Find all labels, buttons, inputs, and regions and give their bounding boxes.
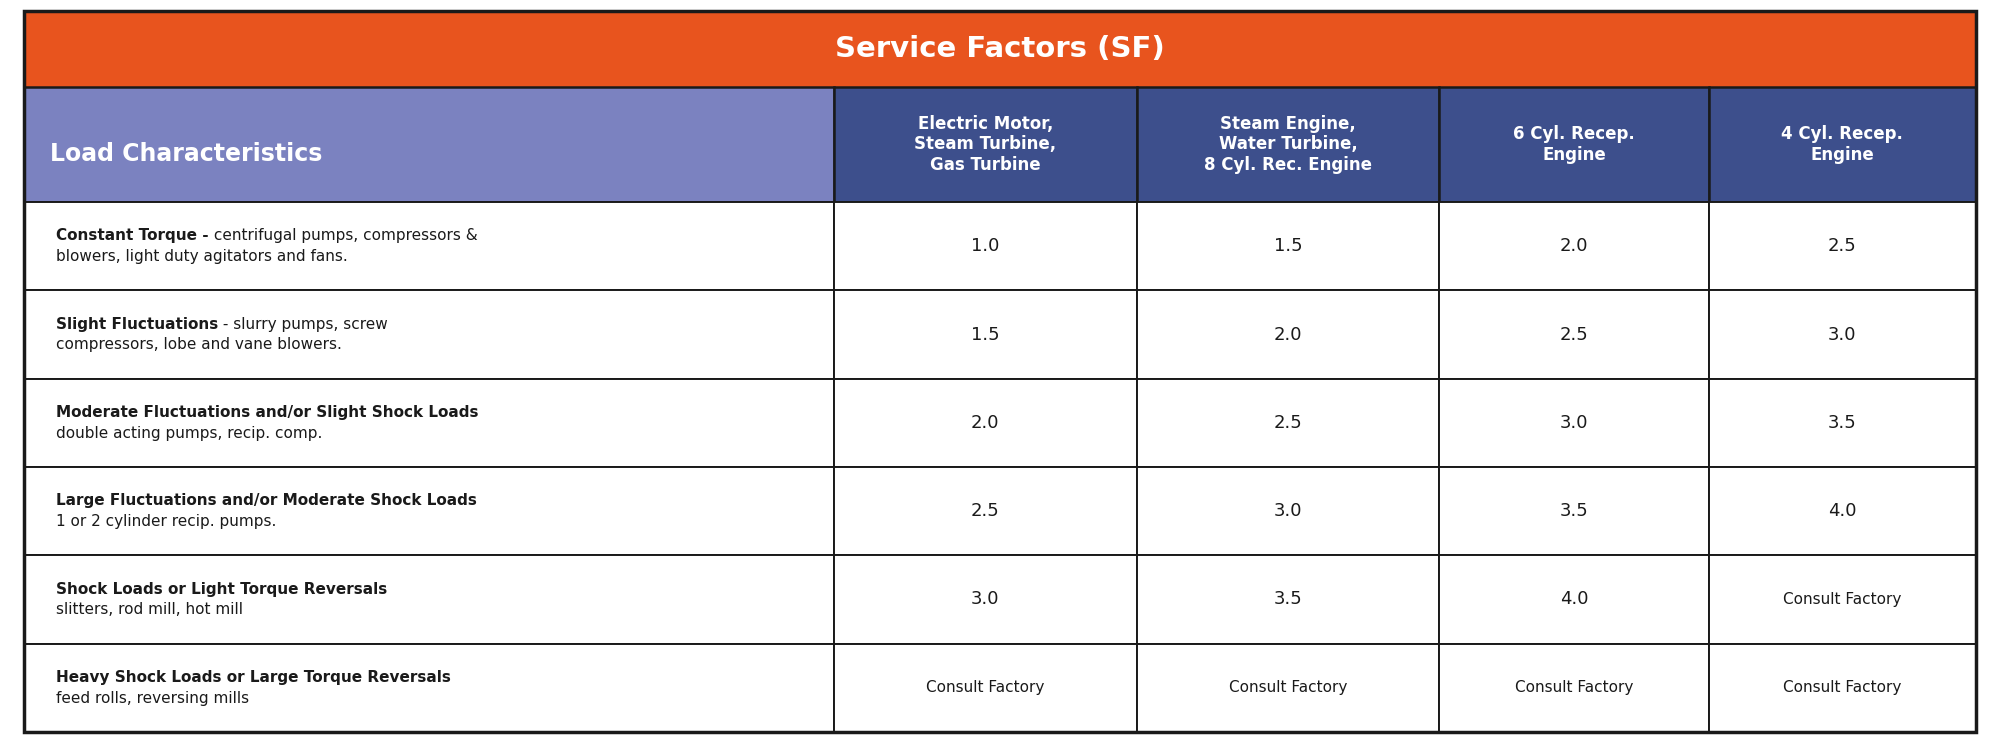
Bar (1136, 467, 1440, 555)
Bar (24, 291, 834, 379)
Bar (1136, 87, 1440, 202)
Text: Consult Factory: Consult Factory (1228, 680, 1348, 695)
Text: Service Factors (SF): Service Factors (SF) (836, 35, 1164, 63)
Bar (834, 291, 1136, 379)
Text: Consult Factory: Consult Factory (926, 680, 1044, 695)
Bar (24, 11, 1976, 87)
Text: double acting pumps, recip. comp.: double acting pumps, recip. comp. (56, 426, 322, 441)
Text: feed rolls, reversing mills: feed rolls, reversing mills (56, 690, 250, 706)
Bar (834, 555, 1136, 643)
Bar (1708, 555, 1976, 643)
Text: Electric Motor,
Steam Turbine,
Gas Turbine: Electric Motor, Steam Turbine, Gas Turbi… (914, 114, 1056, 175)
Text: Heavy Shock Loads or Large Torque Reversals: Heavy Shock Loads or Large Torque Revers… (56, 669, 450, 685)
Text: 1.5: 1.5 (972, 325, 1000, 343)
Bar (1440, 467, 1708, 555)
Bar (1708, 643, 1976, 732)
Text: Moderate Fluctuations and/or Slight Shock Loads: Moderate Fluctuations and/or Slight Shoc… (56, 405, 478, 420)
Text: 3.5: 3.5 (1828, 414, 1856, 432)
Text: 2.5: 2.5 (1274, 414, 1302, 432)
Text: Load Characteristics: Load Characteristics (50, 142, 322, 166)
Text: Constant Torque -: Constant Torque - (56, 228, 208, 244)
Bar (1708, 202, 1976, 291)
Text: 3.5: 3.5 (1274, 591, 1302, 609)
Text: 3.0: 3.0 (1828, 325, 1856, 343)
Text: 3.5: 3.5 (1560, 502, 1588, 520)
Text: Steam Engine,
Water Turbine,
8 Cyl. Rec. Engine: Steam Engine, Water Turbine, 8 Cyl. Rec.… (1204, 114, 1372, 175)
Text: Large Fluctuations and/or Moderate Shock Loads: Large Fluctuations and/or Moderate Shock… (56, 493, 476, 508)
Text: 1 or 2 cylinder recip. pumps.: 1 or 2 cylinder recip. pumps. (56, 514, 276, 529)
Bar (24, 87, 834, 202)
Text: slitters, rod mill, hot mill: slitters, rod mill, hot mill (56, 603, 244, 617)
Text: 1.5: 1.5 (1274, 237, 1302, 256)
Bar (1708, 379, 1976, 467)
Bar (834, 379, 1136, 467)
Bar (834, 87, 1136, 202)
Bar (1708, 291, 1976, 379)
Bar (1440, 555, 1708, 643)
Text: 4.0: 4.0 (1560, 591, 1588, 609)
Bar (1136, 379, 1440, 467)
Text: 2.0: 2.0 (1274, 325, 1302, 343)
Bar (1708, 87, 1976, 202)
Text: Consult Factory: Consult Factory (1514, 680, 1634, 695)
Bar (24, 379, 834, 467)
Bar (1136, 643, 1440, 732)
Text: compressors, lobe and vane blowers.: compressors, lobe and vane blowers. (56, 337, 342, 352)
Text: 6 Cyl. Recep.
Engine: 6 Cyl. Recep. Engine (1514, 125, 1634, 164)
Text: 2.5: 2.5 (1560, 325, 1588, 343)
Bar (24, 643, 834, 732)
Bar (1440, 379, 1708, 467)
Bar (834, 202, 1136, 291)
Text: 3.0: 3.0 (972, 591, 1000, 609)
Text: 1.0: 1.0 (972, 237, 1000, 256)
Text: Slight Fluctuations: Slight Fluctuations (56, 317, 218, 331)
Text: 3.0: 3.0 (1560, 414, 1588, 432)
Bar (1136, 291, 1440, 379)
Bar (1440, 87, 1708, 202)
Text: Consult Factory: Consult Factory (1784, 592, 1902, 607)
Bar (1440, 291, 1708, 379)
Bar (1440, 202, 1708, 291)
Bar (1708, 467, 1976, 555)
Bar (834, 467, 1136, 555)
Bar (1440, 643, 1708, 732)
Text: Shock Loads or Light Torque Reversals: Shock Loads or Light Torque Reversals (56, 582, 388, 597)
Bar (24, 467, 834, 555)
Bar (834, 643, 1136, 732)
Text: blowers, light duty agitators and fans.: blowers, light duty agitators and fans. (56, 249, 348, 265)
Text: 3.0: 3.0 (1274, 502, 1302, 520)
Text: 2.5: 2.5 (970, 502, 1000, 520)
Text: - slurry pumps, screw: - slurry pumps, screw (218, 317, 388, 331)
Bar (1136, 555, 1440, 643)
Text: 2.5: 2.5 (1828, 237, 1856, 256)
Text: centrifugal pumps, compressors &: centrifugal pumps, compressors & (208, 228, 478, 244)
Text: 4 Cyl. Recep.
Engine: 4 Cyl. Recep. Engine (1782, 125, 1904, 164)
Bar (24, 202, 834, 291)
Text: 4.0: 4.0 (1828, 502, 1856, 520)
Text: 2.0: 2.0 (972, 414, 1000, 432)
Text: 2.0: 2.0 (1560, 237, 1588, 256)
Text: Consult Factory: Consult Factory (1784, 680, 1902, 695)
Bar (1136, 202, 1440, 291)
Bar (24, 555, 834, 643)
